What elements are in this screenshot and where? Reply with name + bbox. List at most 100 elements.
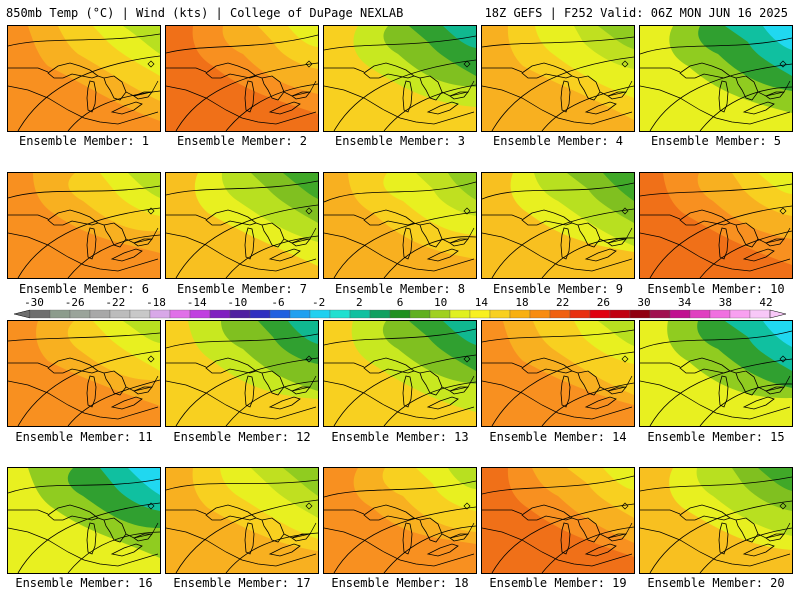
panel-caption: Ensemble Member: 4 [492, 134, 624, 148]
panel-caption: Ensemble Member: 7 [176, 282, 308, 296]
temperature-wind-map [482, 173, 634, 278]
ensemble-member-map [323, 467, 477, 574]
temperature-wind-map [640, 26, 792, 131]
ensemble-member-map [7, 172, 161, 279]
colorbar-swatch [129, 309, 151, 319]
temperature-wind-map [640, 173, 792, 278]
colorbar-tick-label: 30 [637, 296, 651, 309]
colorbar-swatch [89, 309, 111, 319]
panel-caption: Ensemble Member: 1 [18, 134, 150, 148]
temperature-wind-map [482, 321, 634, 426]
panel-caption: Ensemble Member: 8 [334, 282, 466, 296]
colorbar-tick-label: -6 [271, 296, 285, 309]
temperature-wind-map [324, 173, 476, 278]
panel-caption: Ensemble Member: 15 [647, 430, 785, 444]
temperature-wind-map [166, 321, 318, 426]
ensemble-member-map [7, 25, 161, 132]
panel-caption: Ensemble Member: 16 [15, 576, 153, 590]
panel-caption: Ensemble Member: 3 [334, 134, 466, 148]
colorbar-swatch [349, 309, 371, 319]
panel-caption: Ensemble Member: 6 [18, 282, 150, 296]
colorbar-swatch [609, 309, 631, 319]
temperature-wind-map [8, 321, 160, 426]
colorbar-tick-label: 42 [759, 296, 773, 309]
ensemble-member-map [481, 467, 635, 574]
colorbar-swatch [409, 309, 431, 319]
panel-caption: Ensemble Member: 11 [15, 430, 153, 444]
colorbar-tick-label: 2 [356, 296, 363, 309]
colorbar-tick-label: 18 [515, 296, 529, 309]
ensemble-member-map [165, 25, 319, 132]
colorbar-swatch [229, 309, 251, 319]
panel-caption: Ensemble Member: 9 [492, 282, 624, 296]
colorbar-tick-label: 26 [596, 296, 610, 309]
temperature-wind-map [640, 321, 792, 426]
temperature-wind-map [482, 468, 634, 573]
colorbar-swatch [369, 309, 391, 319]
panel-caption: Ensemble Member: 20 [647, 576, 785, 590]
colorbar-tick-label: -26 [64, 296, 85, 309]
panel-caption: Ensemble Member: 19 [489, 576, 627, 590]
colorbar-swatch [449, 309, 471, 319]
colorbar-tick-label: 6 [396, 296, 404, 309]
colorbar-swatch [569, 309, 591, 319]
temperature-wind-map [640, 468, 792, 573]
colorbar-swatch [309, 309, 331, 319]
colorbar-tick-label: 10 [434, 296, 448, 309]
panel-caption: Ensemble Member: 17 [173, 576, 311, 590]
colorbar-swatch [489, 309, 511, 319]
colorbar-swatch [669, 309, 691, 319]
colorbar-swatch [329, 309, 351, 319]
panel-caption: Ensemble Member: 2 [176, 134, 308, 148]
colorbar-swatch [589, 309, 611, 319]
colorbar-tick-label: -2 [312, 296, 326, 309]
ensemble-member-map [639, 172, 793, 279]
colorbar-swatch [209, 309, 231, 319]
ensemble-member-map [323, 320, 477, 427]
colorbar-swatch [749, 309, 771, 319]
temperature-wind-map [8, 468, 160, 573]
colorbar-swatch [189, 309, 211, 319]
model-run-info: 18Z GEFS | F252 Valid: 06Z MON JUN 16 20… [484, 6, 788, 20]
temperature-wind-map [482, 26, 634, 131]
temperature-wind-map [166, 26, 318, 131]
colorbar-swatch [109, 309, 131, 319]
ensemble-member-map [7, 320, 161, 427]
panel-caption: Ensemble Member: 10 [647, 282, 785, 296]
panel-caption: Ensemble Member: 12 [173, 430, 311, 444]
colorbar-swatch [69, 309, 91, 319]
map-title: 850mb Temp (°C) | Wind (kts) | College o… [6, 6, 404, 20]
colorbar-swatch [709, 309, 731, 319]
colorbar-swatch [269, 309, 291, 319]
colorbar-swatch [169, 309, 191, 319]
colorbar-swatch [629, 309, 651, 319]
ensemble-member-map [481, 320, 635, 427]
colorbar-swatch [509, 309, 531, 319]
ensemble-member-map [639, 467, 793, 574]
panel-caption: Ensemble Member: 14 [489, 430, 627, 444]
colorbar-tick-label: 14 [474, 296, 488, 309]
ensemble-member-map [165, 320, 319, 427]
ensemble-member-map [7, 467, 161, 574]
colorbar-swatch [289, 309, 311, 319]
colorbar-swatch [469, 309, 491, 319]
colorbar-swatch [689, 309, 711, 319]
temperature-wind-map [324, 26, 476, 131]
colorbar-tick-label: 34 [678, 296, 692, 309]
colorbar-tick-label: -22 [105, 296, 126, 309]
colorbar-tick-label: 22 [556, 296, 570, 309]
colorbar-swatch [29, 309, 51, 319]
colorbar-swatch [649, 309, 671, 319]
colorbar-swatch [389, 309, 411, 319]
colorbar-tick-label: 38 [718, 296, 732, 309]
temperature-wind-map [324, 468, 476, 573]
colorbar-swatch [529, 309, 551, 319]
temperature-wind-map [8, 26, 160, 131]
temperature-wind-map [166, 468, 318, 573]
colorbar-swatch [249, 309, 271, 319]
temperature-wind-map [166, 173, 318, 278]
ensemble-member-map [323, 172, 477, 279]
colorbar-swatch [729, 309, 751, 319]
temperature-wind-map [8, 173, 160, 278]
panel-caption: Ensemble Member: 13 [331, 430, 469, 444]
